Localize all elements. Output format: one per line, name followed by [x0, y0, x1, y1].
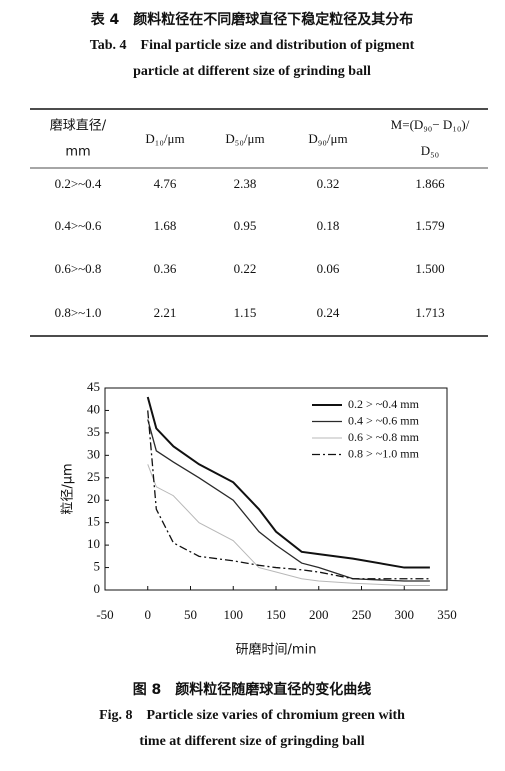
- table-header: D₉₀/μm: [308, 131, 347, 146]
- table-header: M=(D₉₀− D₁₀)/: [391, 117, 470, 132]
- y-tick-label: 0: [94, 581, 101, 596]
- x-tick-label: 0: [145, 607, 152, 622]
- x-tick-label: 250: [352, 607, 372, 622]
- table-cell: 2.38: [234, 176, 257, 191]
- table-cell: 0.95: [234, 218, 257, 233]
- x-tick-label: 200: [309, 607, 329, 622]
- table-cell: 0.24: [317, 305, 340, 320]
- figure-caption-en: Fig. 8 Particle size varies of chromium …: [99, 708, 405, 723]
- table-caption-cn: 表 4 颜料粒径在不同磨球直径下稳定粒径及其分布: [90, 11, 414, 28]
- legend-label: 0.4 > ~0.6 mm: [348, 413, 420, 427]
- table-cell: 0.06: [317, 261, 340, 276]
- table-caption-en: Tab. 4 Final particle size and distribut…: [90, 38, 415, 53]
- table-header: D₅₀/μm: [225, 131, 264, 146]
- table-cell: 1.579: [415, 218, 444, 233]
- table-cell: 1.866: [415, 176, 445, 191]
- x-tick-label: 50: [184, 607, 197, 622]
- table-cell: 0.36: [154, 261, 177, 276]
- legend-label: 0.2 > ~0.4 mm: [348, 397, 420, 411]
- y-tick-label: 45: [87, 379, 100, 394]
- y-tick-label: 30: [87, 446, 100, 461]
- table-cell: 0.18: [317, 218, 340, 233]
- table-cell: 0.4>~0.6: [55, 218, 102, 233]
- series-line: [147, 410, 430, 580]
- y-axis-label: 粒径/μm: [61, 463, 76, 514]
- table-cell: 0.8>~1.0: [55, 305, 102, 320]
- y-tick-label: 5: [94, 559, 101, 574]
- table-header: 磨球直径/: [50, 119, 107, 134]
- series-line: [147, 419, 430, 582]
- figure-caption-cn: 图 8 颜料粒径随磨球直径的变化曲线: [133, 681, 372, 698]
- y-tick-label: 25: [87, 469, 100, 484]
- x-tick-label: 150: [266, 607, 286, 622]
- x-tick-label: -50: [96, 607, 113, 622]
- y-tick-label: 40: [87, 401, 100, 416]
- table-cell: 0.32: [317, 176, 340, 191]
- table-cell: 1.500: [415, 261, 444, 276]
- table-cell: 0.2>~0.4: [55, 176, 102, 191]
- table-header: D₁₀/μm: [145, 131, 184, 146]
- series-line: [146, 396, 430, 569]
- table-header: D₅₀: [421, 143, 439, 158]
- table-cell: 1.15: [234, 305, 257, 320]
- table-cell: 4.76: [154, 176, 177, 191]
- y-tick-label: 20: [87, 491, 100, 506]
- table-cell: 1.68: [154, 218, 177, 233]
- table-header: mm: [65, 145, 90, 160]
- x-tick-label: 100: [224, 607, 244, 622]
- table-cell: 1.713: [415, 305, 444, 320]
- table-caption-en: particle at different size of grinding b…: [133, 64, 371, 79]
- table-cell: 0.6>~0.8: [55, 261, 102, 276]
- x-axis-label: 研磨时间/min: [236, 643, 317, 658]
- y-tick-label: 10: [87, 536, 100, 551]
- table-cell: 2.21: [154, 305, 177, 320]
- table-cell: 0.22: [234, 261, 257, 276]
- x-tick-label: 300: [395, 607, 415, 622]
- legend-label: 0.6 > ~0.8 mm: [348, 430, 420, 444]
- figure-caption-en: time at different size of gringding ball: [139, 734, 364, 749]
- y-tick-label: 15: [87, 514, 100, 529]
- x-tick-label: 350: [437, 607, 457, 622]
- series-line: [147, 464, 430, 587]
- y-tick-label: 35: [87, 424, 100, 439]
- legend-label: 0.8 > ~1.0 mm: [348, 446, 420, 460]
